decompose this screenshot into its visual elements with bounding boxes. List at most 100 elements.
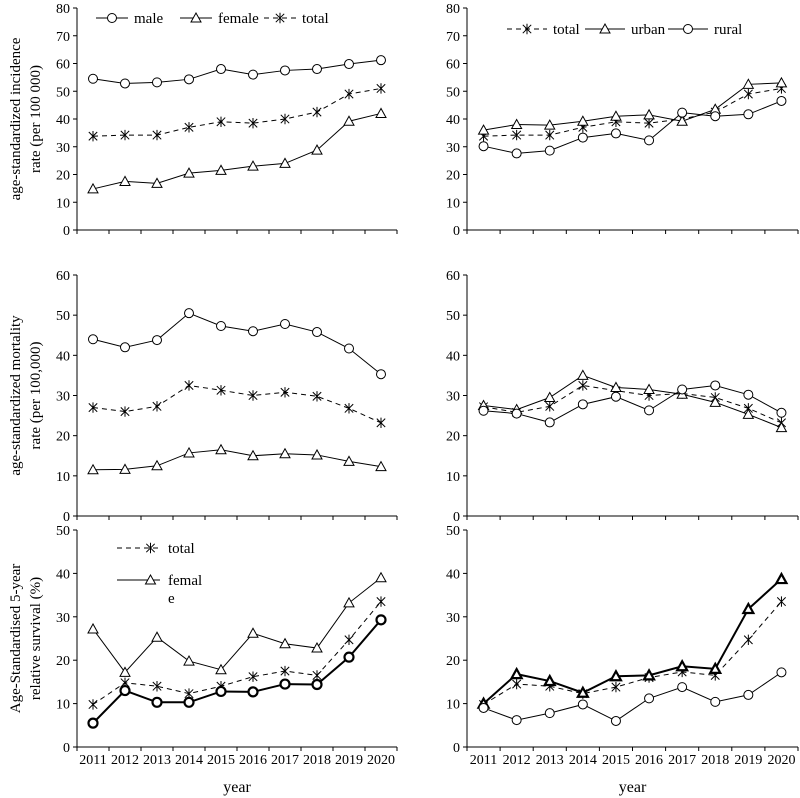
legend-label: total bbox=[553, 22, 580, 38]
series-line bbox=[483, 671, 782, 722]
x-tick-label: 2020 bbox=[767, 753, 795, 768]
y-tick-label: 30 bbox=[446, 141, 460, 156]
y-axis-label-line: age-standardized mortality bbox=[8, 315, 24, 476]
data-point bbox=[610, 381, 622, 392]
data-point bbox=[577, 132, 588, 143]
data-point bbox=[512, 678, 522, 690]
data-point bbox=[216, 321, 226, 332]
series-urban bbox=[477, 76, 788, 135]
x-tick-label: 2018 bbox=[701, 753, 729, 768]
data-point bbox=[545, 401, 555, 412]
x-tick-label: 2014 bbox=[175, 753, 203, 768]
y-axis-label-line: rate (per 100,000) bbox=[28, 342, 44, 450]
series-total bbox=[478, 596, 787, 710]
data-point bbox=[743, 634, 753, 646]
legend-label: female bbox=[218, 11, 259, 27]
y-tick-label: 10 bbox=[56, 698, 70, 713]
x-tick-label: 2014 bbox=[569, 753, 597, 768]
y-tick-label: 10 bbox=[446, 470, 460, 485]
legend-label: urban bbox=[631, 22, 666, 38]
data-point bbox=[776, 95, 787, 106]
y-tick-label: 20 bbox=[56, 169, 70, 184]
data-point bbox=[644, 405, 655, 416]
data-point bbox=[215, 164, 227, 175]
data-point bbox=[510, 118, 523, 130]
data-point bbox=[88, 334, 98, 345]
data-point bbox=[279, 637, 291, 649]
legend-label-line: e bbox=[168, 591, 175, 607]
data-point bbox=[577, 369, 589, 380]
y-tick-label: 50 bbox=[56, 309, 70, 324]
legend-marker bbox=[683, 24, 693, 34]
data-point bbox=[312, 391, 322, 402]
data-point bbox=[376, 417, 386, 429]
data-point bbox=[184, 122, 194, 133]
data-point bbox=[120, 342, 130, 353]
data-point bbox=[677, 107, 688, 118]
data-point bbox=[642, 668, 656, 681]
y-tick-label: 0 bbox=[453, 224, 460, 239]
data-point bbox=[577, 699, 588, 710]
data-point bbox=[247, 686, 259, 698]
series-line bbox=[92, 601, 382, 705]
x-tick-label: 2017 bbox=[271, 753, 299, 768]
data-point bbox=[543, 391, 556, 403]
data-point bbox=[344, 634, 354, 646]
series-total bbox=[478, 380, 787, 429]
y-tick-label: 10 bbox=[446, 196, 460, 211]
data-point bbox=[280, 65, 290, 76]
data-point bbox=[152, 335, 162, 346]
data-point bbox=[248, 117, 258, 129]
series-urban bbox=[476, 571, 789, 709]
y-tick-label: 40 bbox=[446, 349, 460, 364]
y-tick-label: 80 bbox=[56, 2, 70, 17]
x-tick-label: 2020 bbox=[367, 753, 395, 768]
x-tick-label: 2015 bbox=[602, 753, 630, 768]
legend-marker bbox=[275, 12, 285, 24]
data-point bbox=[743, 689, 754, 700]
data-point bbox=[87, 182, 99, 194]
legend: male female total bbox=[96, 11, 329, 27]
y-tick-label: 50 bbox=[446, 85, 460, 100]
legend-marker bbox=[599, 22, 611, 34]
data-point bbox=[776, 596, 787, 607]
legend: total urban rural bbox=[507, 22, 742, 38]
data-point bbox=[478, 405, 489, 416]
data-point bbox=[675, 659, 690, 672]
data-point bbox=[511, 715, 522, 726]
y-tick-label: 10 bbox=[446, 698, 460, 713]
y-tick-label: 0 bbox=[453, 510, 460, 525]
data-point bbox=[151, 459, 163, 471]
data-point bbox=[545, 129, 555, 141]
y-tick-label: 50 bbox=[446, 309, 460, 324]
legend-label: rural bbox=[714, 22, 742, 38]
series-line bbox=[92, 384, 382, 424]
data-point bbox=[184, 380, 194, 391]
data-point bbox=[279, 678, 291, 690]
y-tick-label: 60 bbox=[446, 269, 460, 284]
data-point bbox=[88, 73, 98, 84]
data-point bbox=[544, 145, 555, 156]
series-line bbox=[483, 87, 782, 137]
series-line bbox=[92, 449, 382, 471]
data-point bbox=[643, 108, 655, 120]
data-point bbox=[743, 88, 753, 100]
data-point bbox=[577, 115, 589, 126]
data-point bbox=[776, 407, 787, 418]
x-tick-label: 2013 bbox=[536, 753, 564, 768]
data-point bbox=[610, 128, 621, 139]
data-point bbox=[644, 135, 655, 146]
x-tick-label: 2016 bbox=[239, 753, 267, 768]
y-tick-label: 0 bbox=[63, 224, 70, 239]
data-point bbox=[184, 308, 194, 319]
data-point bbox=[376, 55, 386, 66]
data-point bbox=[248, 326, 258, 337]
data-point bbox=[87, 717, 99, 729]
data-point bbox=[710, 696, 721, 707]
x-tick-label: 2019 bbox=[335, 753, 363, 768]
y-axis-label: Age-Standardised 5-year relative survival… bbox=[8, 564, 44, 714]
data-point bbox=[544, 708, 555, 719]
y-tick-label: 30 bbox=[446, 390, 460, 405]
